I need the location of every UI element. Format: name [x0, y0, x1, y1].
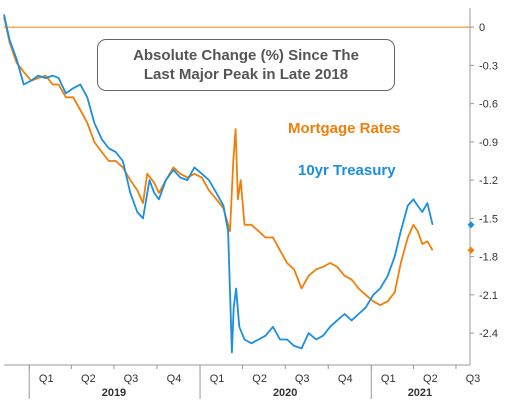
series-end-marker [467, 221, 475, 229]
x-tick-label: Q2 [423, 373, 438, 385]
y-tick-label: -0.6 [479, 99, 498, 111]
x-tick-label: Q1 [381, 373, 396, 385]
x-tick-label: Q1 [210, 373, 225, 385]
chart-axes [4, 8, 471, 366]
series-line-10yr-treasury [3, 14, 434, 354]
chart-title-line-2: Last Major Peak in Late 2018 [143, 66, 349, 83]
x-tick-label: Q3 [124, 373, 139, 385]
legend-10yr-treasury: 10yr Treasury [298, 162, 396, 179]
series-lines [3, 14, 434, 354]
y-tick-label: -0.9 [479, 137, 498, 149]
y-axis-ticks: 0 -0.3 -0.6 -0.9 -1.2 -1.5 -1.8 -2.1 -2.4 [470, 22, 498, 340]
series-line-mortgage-rates [3, 16, 434, 306]
x-tick-label: Q3 [466, 373, 481, 385]
year-label: 2019 [102, 387, 126, 399]
x-tick-label: Q2 [252, 373, 267, 385]
x-tick-label: Q2 [81, 373, 96, 385]
x-axis-ticks: Q1 Q2 Q3 Q4 Q1 Q2 Q3 Q4 Q1 Q2 Q3 2019 2020 2021 [28, 365, 481, 399]
y-tick-label: 0 [479, 22, 485, 34]
series-end-markers [467, 221, 475, 254]
chart-title-line-1: Absolute Change (%) Since The [133, 47, 359, 64]
x-tick-label: Q3 [295, 373, 310, 385]
y-tick-label: -2.4 [479, 328, 498, 340]
y-tick-label: -2.1 [479, 290, 498, 302]
chart-title-box: Absolute Change (%) Since The Last Major… [97, 39, 395, 91]
series-end-marker [467, 246, 475, 254]
y-tick-label: -1.2 [479, 175, 498, 187]
y-tick-label: -1.5 [479, 213, 498, 225]
x-tick-label: Q4 [338, 373, 353, 385]
y-tick-label: -1.8 [479, 252, 498, 264]
x-tick-label: Q1 [39, 373, 54, 385]
legend-mortgage-rates: Mortgage Rates [288, 120, 401, 137]
y-tick-label: -0.3 [479, 60, 498, 72]
x-tick-label: Q4 [167, 373, 182, 385]
year-label: 2020 [273, 387, 297, 399]
year-label: 2021 [408, 387, 432, 399]
